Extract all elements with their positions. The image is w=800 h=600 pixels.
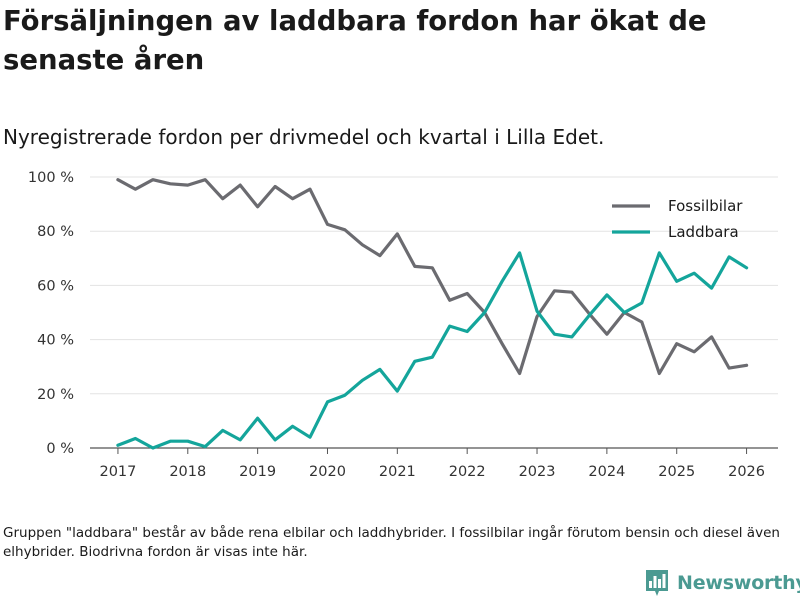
x-tick-label: 2023 [519,464,556,480]
series-line-laddbara [116,251,749,450]
series-lines [116,178,749,450]
bar-chart-logo-icon [646,570,668,596]
series-line-fossilbilar [116,178,749,376]
x-tick-label: 2026 [728,464,765,480]
y-tick-label: 40 % [37,333,74,349]
x-tick-label: 2019 [239,464,276,480]
x-tick-label: 2020 [309,464,346,480]
legend: Fossilbilar Laddbara [612,197,743,241]
brand-logo: Newsworthy [644,568,800,598]
y-tick-label: 100 % [28,170,74,186]
y-tick-label: 80 % [37,224,74,240]
brand-name: Newsworthy [677,572,800,594]
x-tick-label: 2025 [658,464,695,480]
x-tick-label: 2024 [588,464,625,480]
x-tick-label: 2021 [379,464,416,480]
grid-lines [90,176,778,449]
line-chart: 0 % 20 % 40 % 60 % 80 % 100 % 2017 2018 2019 2020… [28,170,778,480]
legend-label: Fossilbilar [668,197,743,215]
chart-title: Försäljningen av laddbara fordon har öka… [3,5,707,76]
footnote: Gruppen "laddbara" består av både rena e… [3,525,780,560]
x-tick-label: 2017 [99,464,136,480]
x-tick-label: 2018 [169,464,206,480]
x-tick-label: 2022 [449,464,486,480]
y-tick-label: 20 % [37,387,74,403]
y-tick-label: 60 % [37,278,74,294]
axes: 0 % 20 % 40 % 60 % 80 % 100 % 2017 2018 2019 2020… [28,170,765,480]
y-tick-label: 0 % [46,441,74,457]
legend-label: Laddbara [668,223,739,241]
chart-subtitle: Nyregistrerade fordon per drivmedel och … [3,125,605,149]
